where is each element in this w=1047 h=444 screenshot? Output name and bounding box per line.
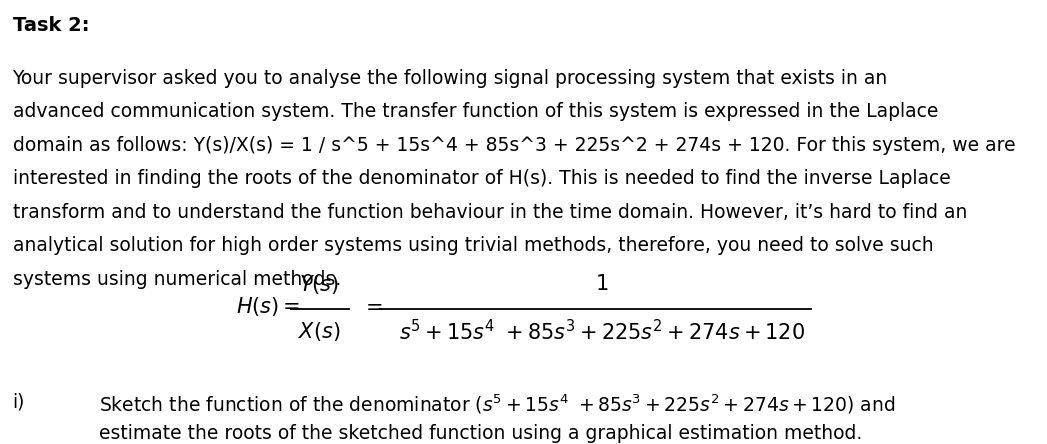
Text: domain as follows: Y(s)/X(s) = 1 / s^5 + 15s^4 + 85s^3 + 225s^2 + 274s + 120. Fo: domain as follows: Y(s)/X(s) = 1 / s^5 +… xyxy=(13,136,1016,155)
Text: $Y(s)$: $Y(s)$ xyxy=(299,273,339,296)
Text: estimate the roots of the sketched function using a graphical estimation method.: estimate the roots of the sketched funct… xyxy=(99,424,863,443)
Text: Sketch the function of the denominator $(s^5 + 15s^4\ + 85s^3 + 225s^2 + 274s + : Sketch the function of the denominator $… xyxy=(99,393,896,416)
Text: Your supervisor asked you to analyse the following signal processing system that: Your supervisor asked you to analyse the… xyxy=(13,69,888,88)
Text: $1$: $1$ xyxy=(596,274,608,294)
Text: analytical solution for high order systems using trivial methods, therefore, you: analytical solution for high order syste… xyxy=(13,236,933,255)
Text: $X(s)$: $X(s)$ xyxy=(298,320,340,343)
Text: interested in finding the roots of the denominator of H(s). This is needed to fi: interested in finding the roots of the d… xyxy=(13,170,951,188)
Text: $s^5 + 15s^4\ + 85s^3 + 225s^2 + 274s + 120$: $s^5 + 15s^4\ + 85s^3 + 225s^2 + 274s + … xyxy=(399,319,805,344)
Text: $=$: $=$ xyxy=(361,296,382,317)
Text: $H(s) =$: $H(s) =$ xyxy=(236,295,299,318)
Text: Task 2:: Task 2: xyxy=(13,16,89,35)
Text: advanced communication system. The transfer function of this system is expressed: advanced communication system. The trans… xyxy=(13,103,938,121)
Text: transform and to understand the function behaviour in the time domain. However, : transform and to understand the function… xyxy=(13,203,967,222)
Text: i): i) xyxy=(13,393,25,412)
Text: systems using numerical methods.: systems using numerical methods. xyxy=(13,270,341,289)
